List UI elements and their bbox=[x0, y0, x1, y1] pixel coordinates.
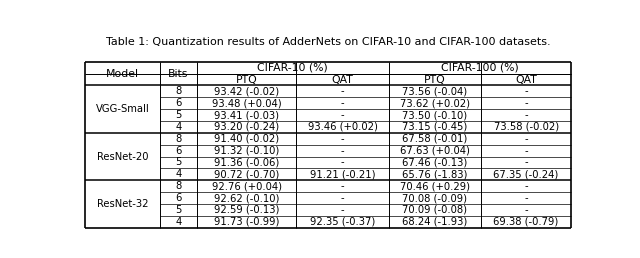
Text: -: - bbox=[524, 157, 528, 167]
Text: 93.20 (-0.24): 93.20 (-0.24) bbox=[214, 122, 279, 132]
Text: 93.41 (-0.03): 93.41 (-0.03) bbox=[214, 110, 279, 120]
Text: 69.38 (-0.79): 69.38 (-0.79) bbox=[493, 217, 559, 227]
Text: 73.56 (-0.04): 73.56 (-0.04) bbox=[403, 86, 467, 96]
Text: Bits: Bits bbox=[168, 69, 189, 79]
Text: 73.62 (+0.02): 73.62 (+0.02) bbox=[400, 98, 470, 108]
Text: 92.62 (-0.10): 92.62 (-0.10) bbox=[214, 193, 279, 203]
Text: 70.08 (-0.09): 70.08 (-0.09) bbox=[403, 193, 467, 203]
Text: Model: Model bbox=[106, 69, 139, 79]
Text: 67.46 (-0.13): 67.46 (-0.13) bbox=[403, 157, 468, 167]
Text: -: - bbox=[340, 86, 344, 96]
Text: 67.35 (-0.24): 67.35 (-0.24) bbox=[493, 169, 559, 179]
Text: ResNet-20: ResNet-20 bbox=[97, 151, 148, 162]
Text: 91.36 (-0.06): 91.36 (-0.06) bbox=[214, 157, 279, 167]
Text: -: - bbox=[524, 86, 528, 96]
Text: -: - bbox=[340, 193, 344, 203]
Text: 67.63 (+0.04): 67.63 (+0.04) bbox=[400, 146, 470, 156]
Text: 70.09 (-0.08): 70.09 (-0.08) bbox=[403, 205, 467, 215]
Text: -: - bbox=[524, 110, 528, 120]
Text: -: - bbox=[340, 146, 344, 156]
Text: 5: 5 bbox=[175, 110, 182, 120]
Text: -: - bbox=[524, 181, 528, 191]
Text: 90.72 (-0.70): 90.72 (-0.70) bbox=[214, 169, 279, 179]
Text: -: - bbox=[524, 193, 528, 203]
Text: PTQ: PTQ bbox=[424, 75, 446, 85]
Text: 73.58 (-0.02): 73.58 (-0.02) bbox=[493, 122, 559, 132]
Text: VGG-Small: VGG-Small bbox=[96, 104, 150, 114]
Text: 92.35 (-0.37): 92.35 (-0.37) bbox=[310, 217, 375, 227]
Text: 5: 5 bbox=[175, 205, 182, 215]
Text: 5: 5 bbox=[175, 157, 182, 167]
Text: -: - bbox=[340, 181, 344, 191]
Text: 6: 6 bbox=[175, 98, 182, 108]
Text: 92.76 (+0.04): 92.76 (+0.04) bbox=[212, 181, 282, 191]
Text: 65.76 (-1.83): 65.76 (-1.83) bbox=[403, 169, 468, 179]
Text: -: - bbox=[524, 146, 528, 156]
Text: 91.21 (-0.21): 91.21 (-0.21) bbox=[310, 169, 375, 179]
Text: 91.40 (-0.02): 91.40 (-0.02) bbox=[214, 134, 279, 144]
Text: Table 1: Quantization results of AdderNets on CIFAR-10 and CIFAR-100 datasets.: Table 1: Quantization results of AdderNe… bbox=[106, 37, 550, 47]
Text: -: - bbox=[524, 98, 528, 108]
Text: -: - bbox=[524, 205, 528, 215]
Text: 8: 8 bbox=[175, 181, 182, 191]
Text: 68.24 (-1.93): 68.24 (-1.93) bbox=[403, 217, 468, 227]
Text: 91.32 (-0.10): 91.32 (-0.10) bbox=[214, 146, 279, 156]
Text: ResNet-32: ResNet-32 bbox=[97, 199, 148, 209]
Text: 8: 8 bbox=[175, 86, 182, 96]
Text: -: - bbox=[340, 157, 344, 167]
Text: QAT: QAT bbox=[515, 75, 537, 85]
Text: -: - bbox=[340, 205, 344, 215]
Text: 4: 4 bbox=[175, 217, 182, 227]
Text: 4: 4 bbox=[175, 122, 182, 132]
Text: 93.48 (+0.04): 93.48 (+0.04) bbox=[212, 98, 282, 108]
Text: -: - bbox=[340, 110, 344, 120]
Text: 70.46 (+0.29): 70.46 (+0.29) bbox=[400, 181, 470, 191]
Text: 4: 4 bbox=[175, 169, 182, 179]
Text: -: - bbox=[340, 134, 344, 144]
Text: 93.46 (+0.02): 93.46 (+0.02) bbox=[308, 122, 378, 132]
Text: 8: 8 bbox=[175, 134, 182, 144]
Text: -: - bbox=[340, 98, 344, 108]
Text: 73.15 (-0.45): 73.15 (-0.45) bbox=[403, 122, 468, 132]
Text: CIFAR-100 (%): CIFAR-100 (%) bbox=[441, 63, 519, 73]
Text: 6: 6 bbox=[175, 193, 182, 203]
Text: 73.50 (-0.10): 73.50 (-0.10) bbox=[403, 110, 467, 120]
Text: 92.59 (-0.13): 92.59 (-0.13) bbox=[214, 205, 279, 215]
Text: 6: 6 bbox=[175, 146, 182, 156]
Text: CIFAR-10 (%): CIFAR-10 (%) bbox=[257, 63, 328, 73]
Text: 93.42 (-0.02): 93.42 (-0.02) bbox=[214, 86, 279, 96]
Text: 91.73 (-0.99): 91.73 (-0.99) bbox=[214, 217, 279, 227]
Text: PTQ: PTQ bbox=[236, 75, 257, 85]
Text: -: - bbox=[524, 134, 528, 144]
Text: QAT: QAT bbox=[332, 75, 353, 85]
Text: 67.58 (-0.01): 67.58 (-0.01) bbox=[403, 134, 468, 144]
